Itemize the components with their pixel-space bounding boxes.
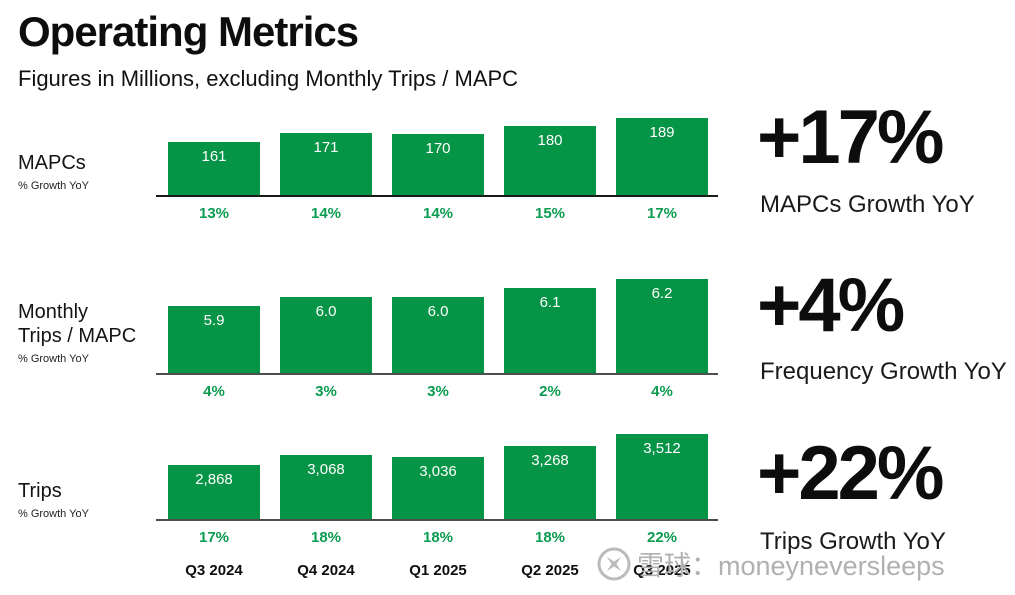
- metric-sublabel: % Growth YoY: [18, 180, 89, 192]
- bar-trips-2: 3,068: [280, 455, 372, 521]
- metric-label-trips: Trips % Growth YoY: [18, 479, 158, 520]
- metric-sublabel: % Growth YoY: [18, 508, 89, 520]
- page-subtitle: Figures in Millions, excluding Monthly T…: [18, 66, 519, 91]
- x-axis-label: Q4 2024: [297, 562, 355, 579]
- bar-value-label: 170: [425, 140, 451, 157]
- bar-value-label: 6.0: [315, 303, 337, 320]
- growth-label: 4%: [651, 383, 673, 400]
- bar-trips-5: 3,512: [616, 434, 708, 521]
- growth-label: 15%: [534, 205, 566, 222]
- metric-label-monthly-trips-mapc: Monthly Trips / MAPC % Growth YoY: [18, 300, 158, 365]
- bar-trips-3: 3,036: [392, 457, 484, 521]
- growth-label: 3%: [427, 383, 449, 400]
- highlight-caption-trips: Trips Growth YoY: [760, 528, 946, 555]
- highlight-caption-monthly-trips-mapc: Frequency Growth YoY: [760, 358, 1007, 385]
- highlight-value-mapcs: +17%: [757, 95, 944, 180]
- growth-label: 2%: [539, 383, 561, 400]
- highlight-caption-mapcs: MAPCs Growth YoY: [760, 191, 975, 218]
- growth-label: 14%: [310, 205, 342, 222]
- bar-value-label: 6.1: [539, 294, 561, 311]
- metric-label-line: Trips / MAPC: [18, 325, 137, 347]
- bar-mapcs-3: 170: [392, 134, 484, 197]
- bar-value-label: 171: [313, 139, 339, 156]
- bar-value-label: 2,868: [195, 471, 233, 488]
- bar-monthly-trips-mapc-3: 6.0: [392, 297, 484, 375]
- growth-label: 17%: [198, 529, 230, 546]
- bar-value-label: 180: [537, 132, 563, 149]
- metric-label-line: MAPCs: [18, 152, 86, 174]
- bar-value-label: 3,268: [531, 452, 569, 469]
- bar-monthly-trips-mapc-2: 6.0: [280, 297, 372, 375]
- bar-value-label: 3,512: [643, 440, 681, 457]
- growth-label: 22%: [646, 529, 678, 546]
- metric-sublabel: % Growth YoY: [18, 353, 89, 365]
- x-axis-label: Q2 2025: [521, 562, 579, 579]
- growth-label: 4%: [203, 383, 225, 400]
- x-axis-label: Q3 2024: [185, 562, 243, 579]
- bar-mapcs-1: 161: [168, 142, 260, 197]
- growth-label: 13%: [198, 205, 230, 222]
- bar-trips-1: 2,868: [168, 465, 260, 521]
- metric-label-mapcs: MAPCs % Growth YoY: [18, 151, 158, 192]
- metric-label-line: Monthly: [18, 301, 89, 323]
- growth-label: 3%: [315, 383, 337, 400]
- axis-line-trips: [156, 519, 718, 521]
- bar-value-label: 6.0: [427, 303, 449, 320]
- bar-mapcs-5: 189: [616, 118, 708, 197]
- page-title: Operating Metrics: [18, 8, 359, 55]
- growth-label: 18%: [310, 529, 342, 546]
- highlight-value-monthly-trips-mapc: +4%: [757, 263, 905, 348]
- highlight-value-trips: +22%: [757, 431, 944, 516]
- bar-value-label: 189: [649, 124, 675, 141]
- growth-label: 18%: [534, 529, 566, 546]
- axis-line-monthly-trips-mapc: [156, 373, 718, 375]
- growth-label: 17%: [646, 205, 678, 222]
- bar-mapcs-2: 171: [280, 133, 372, 197]
- bar-trips-4: 3,268: [504, 446, 596, 521]
- bar-value-label: 3,036: [419, 463, 457, 480]
- x-axis-label: Q3 2025: [633, 562, 691, 579]
- x-axis-label: Q1 2025: [409, 562, 467, 579]
- growth-label: 14%: [422, 205, 454, 222]
- bar-value-label: 6.2: [651, 285, 673, 302]
- axis-line-mapcs: [156, 195, 718, 197]
- bar-value-label: 161: [201, 148, 227, 165]
- bar-mapcs-4: 180: [504, 126, 596, 197]
- growth-label: 18%: [422, 529, 454, 546]
- metric-label-line: Trips: [18, 480, 62, 502]
- bar-monthly-trips-mapc-5: 6.2: [616, 279, 708, 375]
- bar-monthly-trips-mapc-4: 6.1: [504, 288, 596, 375]
- bar-value-label: 5.9: [203, 312, 225, 329]
- bar-monthly-trips-mapc-1: 5.9: [168, 306, 260, 375]
- bar-value-label: 3,068: [307, 461, 345, 478]
